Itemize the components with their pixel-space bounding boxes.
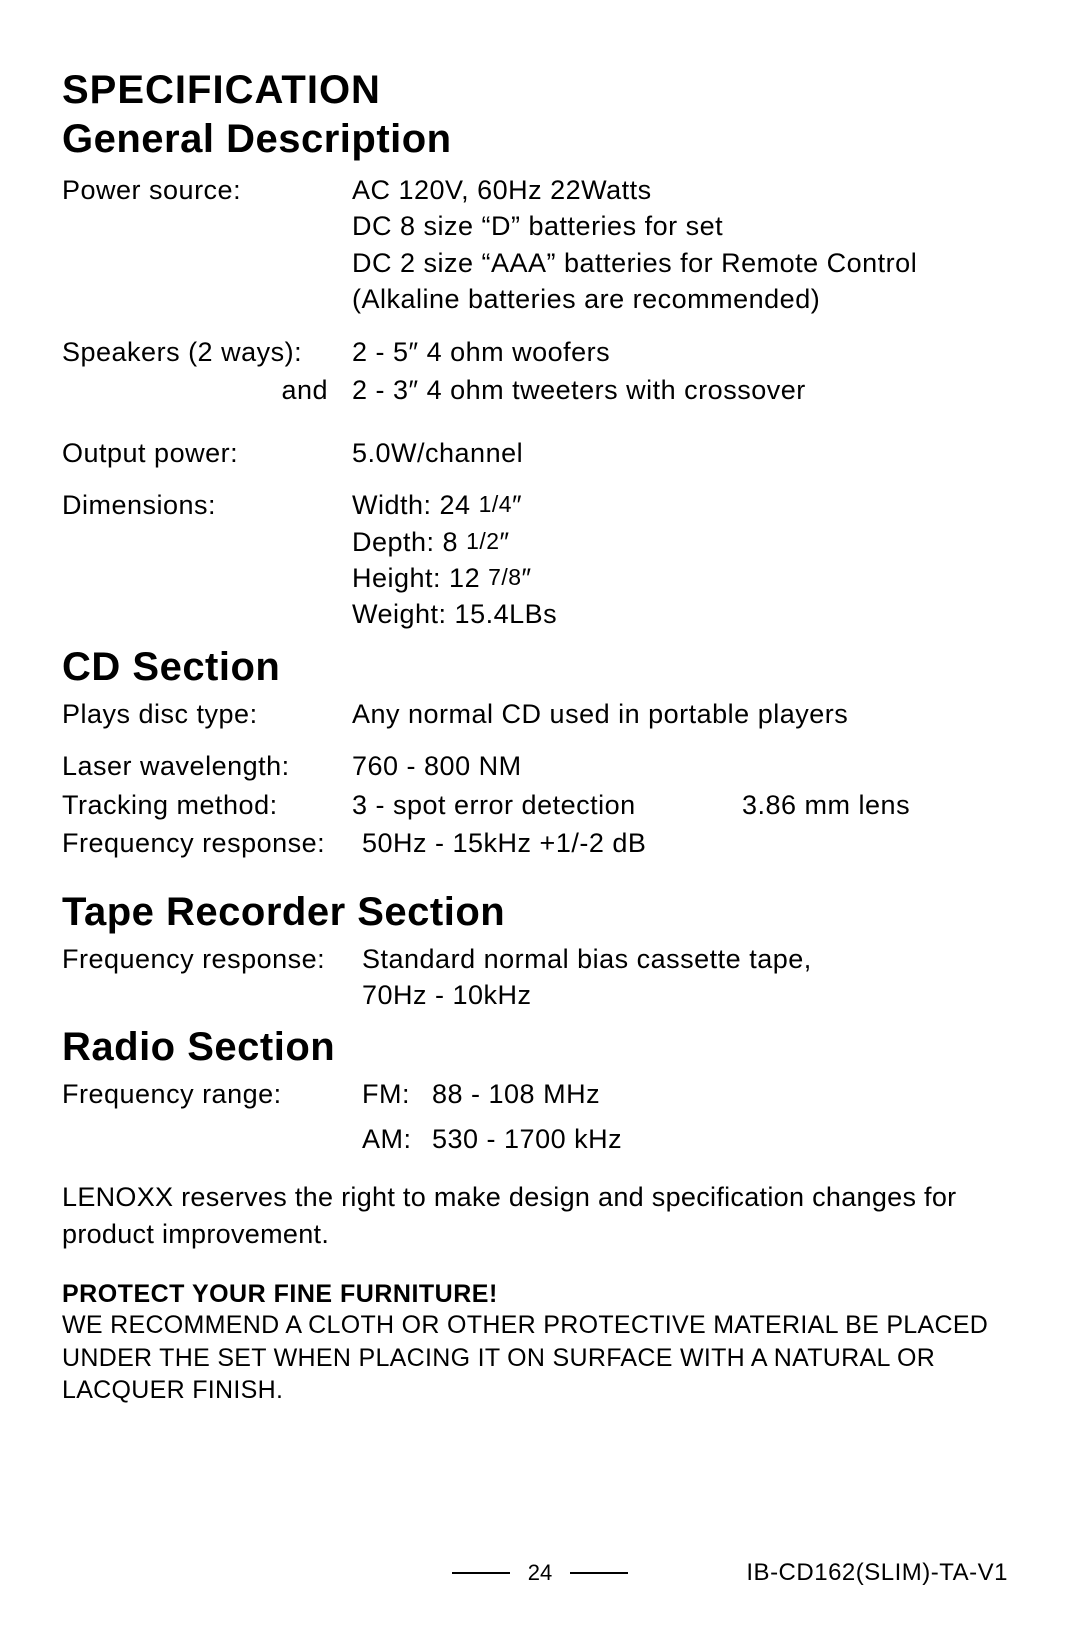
power-line-2: DC 8 size “D” batteries for set: [352, 208, 1018, 244]
cd-disc-value: Any normal CD used in portable players: [352, 696, 1018, 732]
dimensions-row: Dimensions: Width: 24 1/4″ Depth: 8 1/2″…: [62, 487, 1018, 633]
cd-disc-row: Plays disc type: Any normal CD used in p…: [62, 696, 1018, 732]
footer-line-left: [452, 1572, 510, 1574]
dim-height: Height: 12 7/8″: [352, 560, 1018, 596]
tape-freq-value: Standard normal bias cassette tape, 70Hz…: [362, 941, 1018, 1014]
speakers-l1: 2 - 5″ 4 ohm woofers: [352, 334, 1018, 370]
power-label: Power source:: [62, 172, 352, 318]
output-value: 5.0W/channel: [352, 435, 1018, 471]
protect-body: WE RECOMMEND A CLOTH OR OTHER PROTECTIVE…: [62, 1309, 1018, 1407]
cd-track-row: Tracking method: 3 - spot error detectio…: [62, 787, 1018, 823]
power-line-1: AC 120V, 60Hz 22Watts: [352, 172, 1018, 208]
dimensions-label: Dimensions:: [62, 487, 352, 633]
page-number: 24: [528, 1560, 552, 1586]
power-row: Power source: AC 120V, 60Hz 22Watts DC 8…: [62, 172, 1018, 318]
page: SPECIFICATION General Description Power …: [0, 0, 1080, 1644]
power-line-3: DC 2 size “AAA” batteries for Remote Con…: [352, 245, 1018, 281]
dim-width: Width: 24 1/4″: [352, 487, 1018, 523]
tape-heading: Tape Recorder Section: [62, 890, 1018, 935]
cd-laser-label: Laser wavelength:: [62, 748, 352, 784]
cd-heading: CD Section: [62, 645, 1018, 690]
speakers-row: Speakers (2 ways): 2 - 5″ 4 ohm woofers: [62, 334, 1018, 370]
dimensions-value: Width: 24 1/4″ Depth: 8 1/2″ Height: 12 …: [352, 487, 1018, 633]
output-row: Output power: 5.0W/channel: [62, 435, 1018, 471]
footer: 24 IB-CD162(SLIM)-TA-V1: [0, 1560, 1080, 1586]
footer-line-right: [570, 1572, 628, 1574]
radio-range-label: Frequency range:: [62, 1076, 362, 1157]
cd-laser-value: 760 - 800 NM: [352, 748, 1018, 784]
dim-depth: Depth: 8 1/2″: [352, 524, 1018, 560]
design-note: LENOXX reserves the right to make design…: [62, 1179, 1018, 1252]
cd-freq-label: Frequency response:: [62, 825, 362, 861]
speakers-l2: 2 - 3″ 4 ohm tweeters with crossover: [352, 372, 1018, 408]
cd-track-extra: 3.86 mm lens: [742, 787, 910, 823]
cd-freq-value: 50Hz - 15kHz +1/-2 dB: [362, 825, 1018, 861]
cd-freq-row: Frequency response: 50Hz - 15kHz +1/-2 d…: [62, 825, 1018, 861]
protect-title: PROTECT YOUR FINE FURNITURE!: [62, 1280, 1018, 1309]
cd-track-label: Tracking method:: [62, 787, 352, 823]
tape-freq-label: Frequency response:: [62, 941, 362, 1014]
speakers-and: and: [62, 372, 352, 408]
tape-freq-row: Frequency response: Standard normal bias…: [62, 941, 1018, 1014]
doc-id: IB-CD162(SLIM)-TA-V1: [746, 1559, 1008, 1587]
general-heading: General Description: [62, 117, 1018, 162]
radio-range-value: FM:88 - 108 MHz AM:530 - 1700 kHz: [362, 1076, 1018, 1157]
cd-disc-label: Plays disc type:: [62, 696, 352, 732]
cd-track-value: 3 - spot error detection 3.86 mm lens: [352, 787, 1018, 823]
power-value: AC 120V, 60Hz 22Watts DC 8 size “D” batt…: [352, 172, 1018, 318]
speakers-label: Speakers (2 ways):: [62, 334, 352, 370]
spec-title: SPECIFICATION: [62, 68, 1018, 113]
dim-weight: Weight: 15.4LBs: [352, 596, 1018, 632]
radio-heading: Radio Section: [62, 1025, 1018, 1070]
cd-laser-row: Laser wavelength: 760 - 800 NM: [62, 748, 1018, 784]
speakers-row-2: and 2 - 3″ 4 ohm tweeters with crossover: [62, 372, 1018, 408]
power-line-4: (Alkaline batteries are recommended): [352, 281, 1018, 317]
output-label: Output power:: [62, 435, 352, 471]
radio-range-row: Frequency range: FM:88 - 108 MHz AM:530 …: [62, 1076, 1018, 1157]
